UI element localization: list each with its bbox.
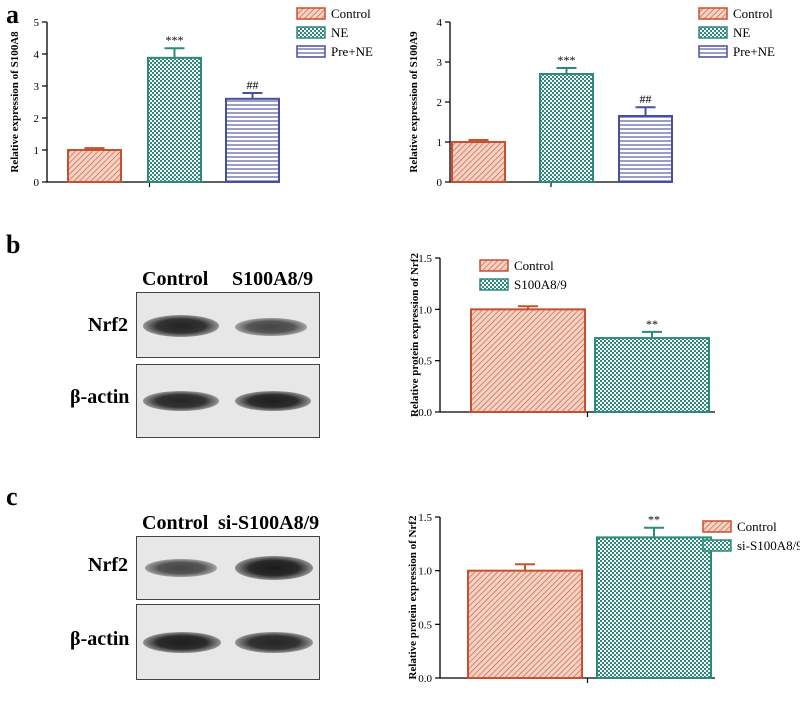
legend-label: NE — [331, 25, 348, 40]
y-tick-label: 0.5 — [418, 619, 432, 631]
blot-c-row-nrf2: Nrf2 — [88, 554, 128, 576]
legend-swatch — [698, 45, 728, 58]
legend-label: Control — [733, 6, 773, 21]
bar-control — [470, 308, 586, 414]
legend-swatch — [479, 278, 509, 291]
y-tick-label: 1 — [34, 145, 40, 157]
bar-pre-ne — [618, 115, 673, 183]
chart-s100a8: 0 1 2 3 4 5 Relative expression of S100A8 *** ##… — [9, 6, 373, 189]
y-tick-label: 0.5 — [418, 356, 432, 368]
legend-label: Pre+NE — [331, 44, 373, 59]
y-tick-label: 1.5 — [418, 512, 432, 524]
y-tick-label: 0 — [437, 177, 443, 189]
significance-label: ** — [648, 513, 660, 527]
blot-c-actin-strip — [136, 604, 320, 680]
legend-label: Control — [331, 6, 371, 21]
blot-b-lane-control: Control — [142, 268, 209, 290]
blot-b-nrf2-strip — [136, 292, 320, 358]
significance-label: *** — [166, 33, 184, 47]
y-tick-label: 3 — [34, 81, 40, 93]
legend-swatch — [702, 520, 732, 533]
legend-swatch — [479, 259, 509, 272]
blot-b-actin-band-1 — [143, 391, 219, 411]
y-tick-label: 3 — [437, 57, 443, 69]
legend-swatch — [296, 7, 326, 20]
blot-c-nrf2-strip — [136, 536, 320, 600]
legend-label: NE — [733, 25, 750, 40]
blot-b-nrf2-band-2 — [235, 318, 307, 336]
bar-ne — [147, 56, 202, 184]
y-tick-label: 1.0 — [418, 304, 432, 316]
y-tick-label: 4 — [437, 17, 443, 29]
y-tick-label: 1.5 — [418, 253, 432, 265]
legend-label: S100A8/9 — [514, 277, 567, 292]
blot-b-row-nrf2: Nrf2 — [88, 314, 128, 336]
blot-b-row-actin: β-actin — [70, 386, 130, 408]
blot-c-nrf2-band-1 — [145, 559, 217, 577]
significance-label: *** — [558, 53, 576, 67]
y-tick-label: 0.0 — [418, 673, 432, 685]
legend-label: Control — [737, 519, 777, 534]
legend-swatch — [698, 26, 728, 39]
panel-label-b: b — [6, 230, 21, 259]
y-tick-label: 2 — [437, 97, 443, 109]
bar-control — [467, 569, 583, 680]
legend-swatch — [296, 45, 326, 58]
blot-b-actin-band-2 — [235, 391, 311, 411]
legend-swatch — [702, 539, 732, 552]
blot-c-row-actin: β-actin — [70, 628, 130, 650]
bar-si-s100a8-9 — [596, 536, 712, 679]
chart-s100a9: 0 1 2 3 4 Relative expression of S100A9 *** ## C… — [408, 6, 775, 189]
blot-c-nrf2-band-2 — [235, 556, 313, 580]
significance-label: ## — [247, 78, 259, 92]
significance-label: ## — [640, 92, 652, 106]
panel-label-c: c — [6, 482, 18, 511]
y-tick-label: 1 — [437, 137, 443, 149]
y-tick-label: 1.0 — [418, 566, 432, 578]
legend-label: si-S100A8/9 — [737, 538, 800, 553]
blot-c-lane-control: Control — [142, 512, 209, 534]
y-axis-label: Relative protein expression of Nrf2 — [409, 253, 421, 417]
bar-pre-ne — [225, 97, 280, 183]
y-tick-label: 5 — [34, 17, 40, 29]
bar-s100a8-9 — [594, 337, 710, 413]
blot-b-actin-strip — [136, 364, 320, 438]
y-axis-label: Relative protein expression of Nrf2 — [407, 515, 419, 679]
significance-label: ** — [646, 317, 658, 331]
blot-c-actin-band-1 — [143, 632, 221, 653]
blot-b-lane-treatment: S100A8/9 — [232, 268, 314, 290]
legend-label: Pre+NE — [733, 44, 775, 59]
y-tick-label: 4 — [34, 49, 40, 61]
y-tick-label: 0 — [34, 177, 40, 189]
y-axis-label: Relative expression of S100A8 — [9, 31, 21, 173]
blot-c-actin-band-2 — [235, 632, 313, 653]
blot-b-nrf2-band-1 — [143, 315, 219, 337]
panel-label-a: a — [6, 0, 19, 29]
legend-swatch — [296, 26, 326, 39]
blot-c-lane-treatment: si-S100A8/9 — [218, 512, 320, 534]
y-tick-label: 0.0 — [418, 407, 432, 419]
y-tick-label: 2 — [34, 113, 40, 125]
y-axis-label: Relative expression of S100A9 — [408, 31, 420, 173]
legend-label: Control — [514, 258, 554, 273]
legend-swatch — [698, 7, 728, 20]
